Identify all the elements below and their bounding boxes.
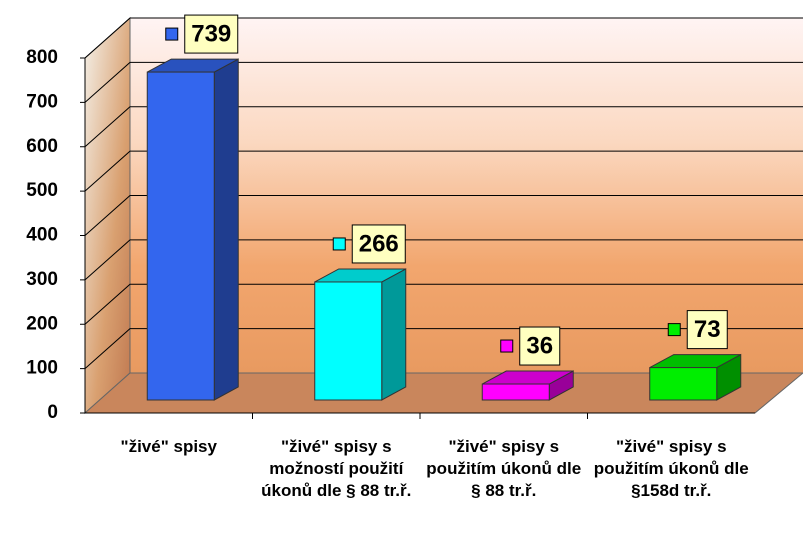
grid-line [84, 150, 803, 192]
x-tick-label: "živé" spisy s použitím úkonů dle §158d … [593, 437, 749, 500]
value-label: 739 [191, 20, 231, 47]
grid-line [84, 17, 803, 59]
value-label-box [686, 310, 728, 350]
value-label-box [184, 14, 239, 54]
grid-line [84, 106, 803, 148]
y-tick-label: 700 [26, 91, 58, 112]
value-label: 36 [526, 332, 553, 359]
value-label: 73 [694, 316, 721, 343]
y-tick-label: 500 [26, 180, 58, 201]
legend-key [165, 27, 179, 41]
grid-line [84, 61, 803, 103]
grid-line [84, 283, 803, 325]
bar [481, 383, 550, 401]
legend-key [332, 237, 346, 251]
grid-line [84, 195, 803, 236]
grid-line [84, 239, 803, 281]
bar [146, 71, 215, 401]
value-label: 266 [359, 230, 399, 257]
y-tick-label: 400 [26, 225, 58, 246]
y-tick-label: 300 [26, 269, 58, 290]
x-tick-label: "živé" spisy s použitím úkonů dle § 88 t… [426, 437, 582, 500]
value-label-box [351, 224, 406, 264]
y-tick-label: 100 [26, 358, 58, 379]
legend-key [500, 339, 514, 353]
y-tick-label: 600 [26, 136, 58, 157]
grid-line [84, 328, 803, 369]
y-tick-label: 200 [26, 313, 58, 334]
bar [314, 281, 383, 401]
bar [649, 367, 718, 401]
y-tick-label: 0 [47, 402, 58, 423]
legend-key [667, 323, 681, 337]
x-tick-label: "živé" spisy s možností použití úkonů dl… [261, 437, 412, 500]
bar-side [213, 58, 239, 401]
value-label-box [519, 326, 561, 366]
bar-side [381, 268, 407, 401]
x-tick-label: "živé" spisy [120, 437, 217, 456]
y-tick-label: 800 [26, 47, 58, 68]
